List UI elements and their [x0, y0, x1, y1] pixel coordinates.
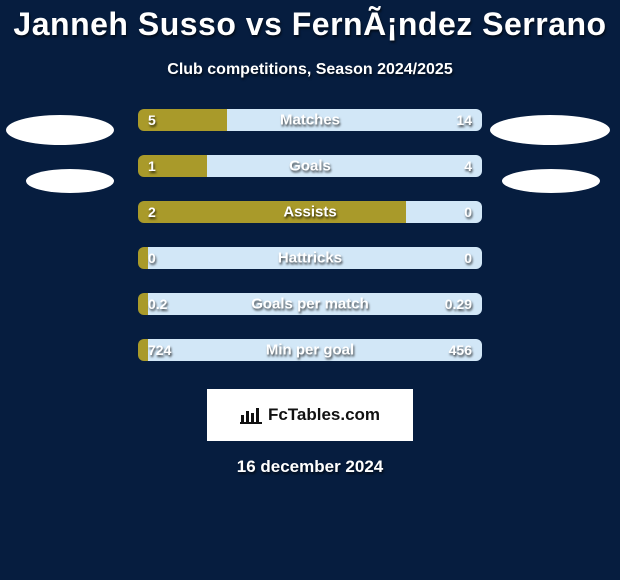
- date-text: 16 december 2024: [0, 457, 620, 477]
- stat-fill-left: [138, 339, 148, 361]
- source-badge: FcTables.com: [207, 389, 413, 441]
- stat-fill-right: [207, 155, 482, 177]
- stat-row: Goals14: [138, 155, 482, 177]
- player-oval: [6, 115, 114, 145]
- chart-icon: [240, 406, 262, 424]
- stat-fill-left: [138, 201, 406, 223]
- subtitle: Club competitions, Season 2024/2025: [0, 61, 620, 79]
- stat-fill-left: [138, 109, 227, 131]
- stat-fill-right: [406, 201, 482, 223]
- stat-fill-right: [227, 109, 482, 131]
- stat-rows: Matches514 Goals14 Assists20 Hattricks00 Goa…: [138, 105, 482, 361]
- stat-row: Matches514: [138, 109, 482, 131]
- stat-fill-left: [138, 247, 148, 269]
- source-badge-text: FcTables.com: [268, 405, 380, 425]
- stat-fill-left: [138, 293, 148, 315]
- stat-fill-right: [148, 339, 482, 361]
- stat-fill-left: [138, 155, 207, 177]
- stat-row: Hattricks00: [138, 247, 482, 269]
- stat-row: Assists20: [138, 201, 482, 223]
- page-title: Janneh Susso vs FernÃ¡ndez Serrano: [0, 6, 620, 43]
- stat-fill-right: [148, 247, 482, 269]
- comparison-stage: Matches514 Goals14 Assists20 Hattricks00 Goa…: [0, 105, 620, 477]
- stat-fill-right: [148, 293, 482, 315]
- player-oval: [26, 169, 114, 193]
- player-oval: [502, 169, 600, 193]
- comparison-card: Janneh Susso vs FernÃ¡ndez Serrano Club …: [0, 0, 620, 580]
- stat-row: Goals per match0.20.29: [138, 293, 482, 315]
- stat-row: Min per goal724456: [138, 339, 482, 361]
- player-oval: [490, 115, 610, 145]
